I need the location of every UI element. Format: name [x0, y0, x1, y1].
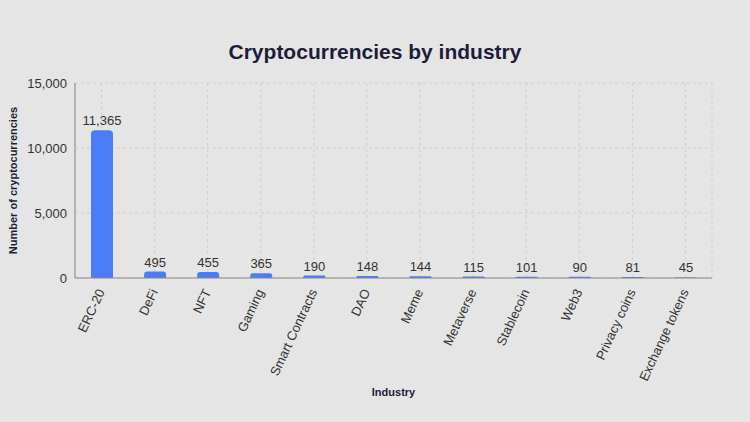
svg-text:Number of cryptocurrencies: Number of cryptocurrencies	[8, 107, 19, 254]
svg-text:365: 365	[250, 256, 272, 271]
svg-text:Gaming: Gaming	[234, 287, 267, 335]
svg-text:148: 148	[357, 259, 379, 274]
svg-text:Stablecoin: Stablecoin	[493, 287, 532, 348]
svg-text:Exchange tokens: Exchange tokens	[636, 286, 692, 383]
svg-text:Metaverse: Metaverse	[440, 287, 479, 348]
svg-text:DeFi: DeFi	[136, 287, 161, 318]
svg-text:190: 190	[303, 259, 325, 274]
svg-text:144: 144	[410, 259, 432, 274]
svg-text:Meme: Meme	[398, 287, 427, 326]
html-text:Cryptocurrencies by industry: Cryptocurrencies by industry	[228, 40, 522, 63]
svg-text:455: 455	[197, 255, 219, 270]
svg-text:Privacy coins: Privacy coins	[593, 286, 639, 362]
svg-text:5,000: 5,000	[34, 206, 67, 221]
svg-text:Smart Contracts: Smart Contracts	[267, 286, 320, 378]
svg-text:90: 90	[573, 260, 587, 275]
svg-text:10,000: 10,000	[27, 141, 67, 156]
svg-text:495: 495	[144, 255, 166, 270]
svg-text:0: 0	[60, 271, 67, 286]
svg-text:ERC-20: ERC-20	[75, 287, 108, 335]
svg-text:NFT: NFT	[190, 287, 214, 316]
svg-text:45: 45	[679, 260, 693, 275]
svg-text:DAO: DAO	[348, 287, 374, 319]
svg-text:11,365: 11,365	[83, 113, 122, 128]
svg-text:15,000: 15,000	[27, 76, 67, 91]
svg-text:81: 81	[626, 260, 640, 275]
svg-text:115: 115	[463, 260, 484, 275]
svg-text:Web3: Web3	[558, 287, 586, 324]
svg-text:101: 101	[516, 260, 538, 275]
svg-text:Industry: Industry	[372, 386, 416, 398]
